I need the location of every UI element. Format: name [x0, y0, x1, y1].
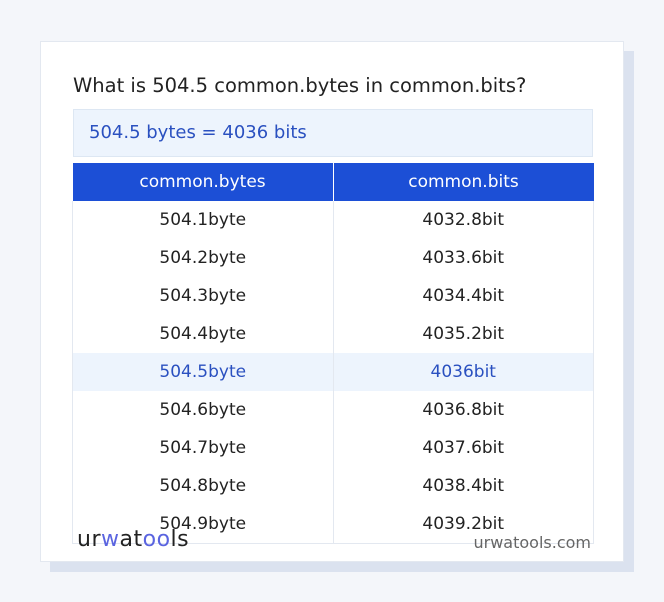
bits-cell: 4035.2bit — [332, 315, 594, 353]
bits-cell: 4036.8bit — [332, 391, 594, 429]
bits-cell: 4032.8bit — [332, 201, 594, 239]
bytes-cell: 504.5byte — [72, 353, 334, 391]
column-header-bytes: common.bytes — [72, 163, 333, 201]
bytes-cell: 504.8byte — [72, 467, 334, 505]
converter-card: What is 504.5 common.bytes in common.bit… — [40, 41, 624, 562]
table-row: 504.3byte 4034.4bit — [72, 277, 594, 315]
bytes-cell: 504.6byte — [72, 391, 334, 429]
conversion-table: common.bytes common.bits 504.1byte 4032.8… — [72, 163, 594, 544]
bits-cell: 4033.6bit — [332, 239, 594, 277]
table-row: 504.7byte 4037.6bit — [72, 429, 594, 467]
column-header-bits: common.bits — [332, 163, 594, 201]
table-row: 504.6byte 4036.8bit — [72, 391, 594, 429]
bits-cell: 4039.2bit — [332, 505, 594, 544]
result-box: 504.5 bytes = 4036 bits — [73, 109, 593, 157]
page-title: What is 504.5 common.bytes in common.bit… — [73, 74, 527, 97]
bytes-cell: 504.3byte — [72, 277, 334, 315]
table-row: 504.9byte 4039.2bit — [72, 505, 594, 544]
bytes-cell: 504.9byte — [72, 505, 334, 544]
bits-cell: 4038.4bit — [332, 467, 594, 505]
table-row: 504.2byte 4033.6bit — [72, 239, 594, 277]
bytes-cell: 504.1byte — [72, 201, 334, 239]
table-row: 504.8byte 4038.4bit — [72, 467, 594, 505]
bytes-cell: 504.4byte — [72, 315, 334, 353]
urwatools-logo: urwatools — [77, 527, 190, 552]
bytes-cell: 504.7byte — [72, 429, 334, 467]
bits-cell: 4037.6bit — [332, 429, 594, 467]
table-row: 504.5byte 4036bit — [72, 353, 594, 391]
bits-cell: 4034.4bit — [332, 277, 594, 315]
site-link[interactable]: urwatools.com — [473, 533, 592, 552]
table-row: 504.1byte 4032.8bit — [72, 201, 594, 239]
table-row: 504.4byte 4035.2bit — [72, 315, 594, 353]
bits-cell: 4036bit — [332, 353, 594, 391]
bytes-cell: 504.2byte — [72, 239, 334, 277]
